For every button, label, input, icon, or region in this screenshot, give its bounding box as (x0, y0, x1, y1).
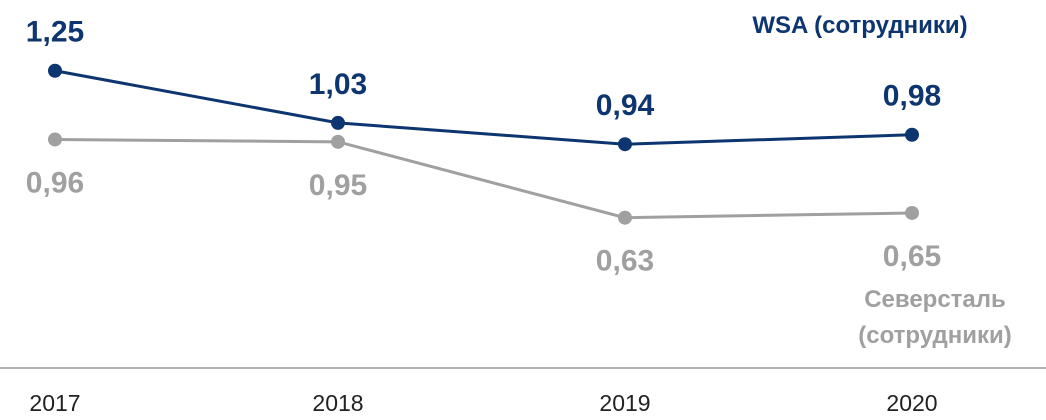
point (331, 134, 345, 149)
data-label: 0,63 (596, 245, 654, 278)
point (905, 205, 919, 220)
data-label: 0,65 (883, 240, 941, 273)
data-label: 0,98 (883, 80, 941, 113)
point (48, 63, 62, 78)
x-tick-label: 2020 (886, 390, 937, 416)
point (331, 115, 345, 130)
legend-entry: WSA (сотрудники) (752, 12, 968, 39)
x-tick-label: 2019 (599, 390, 650, 416)
x-tick-label: 2018 (312, 390, 363, 416)
data-label: 1,03 (309, 68, 367, 101)
point (618, 137, 632, 152)
line (54, 69, 913, 146)
data-label: 1,25 (26, 16, 84, 49)
data-label: 0,94 (596, 89, 655, 122)
data-label: 0,96 (26, 166, 84, 199)
point (905, 127, 919, 142)
point (618, 210, 632, 225)
legend-entry: Северсталь (сотрудники) (858, 286, 1012, 349)
point (48, 132, 62, 147)
x-tick-label: 2017 (29, 390, 80, 416)
data-label: 0,95 (309, 169, 367, 202)
line (54, 137, 913, 220)
